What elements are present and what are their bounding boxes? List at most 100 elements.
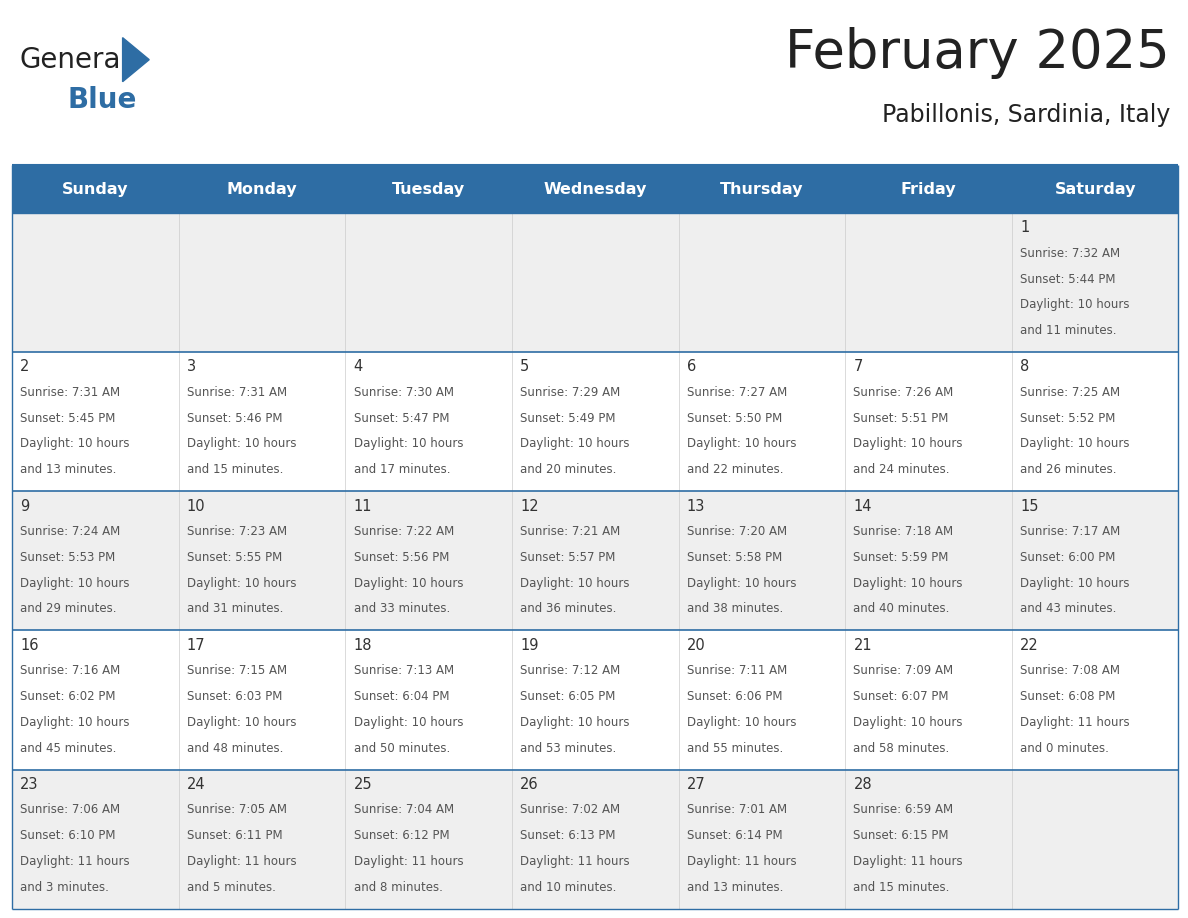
Text: Sunrise: 7:22 AM: Sunrise: 7:22 AM (354, 525, 454, 538)
Text: 25: 25 (354, 777, 372, 792)
Text: and 0 minutes.: and 0 minutes. (1020, 742, 1110, 755)
Text: Sunrise: 7:31 AM: Sunrise: 7:31 AM (20, 386, 120, 399)
Text: and 36 minutes.: and 36 minutes. (520, 602, 617, 615)
Text: Sunrise: 7:21 AM: Sunrise: 7:21 AM (520, 525, 620, 538)
Text: Sunrise: 7:17 AM: Sunrise: 7:17 AM (1020, 525, 1120, 538)
Text: Sunrise: 7:09 AM: Sunrise: 7:09 AM (853, 665, 954, 677)
Text: Sunset: 5:51 PM: Sunset: 5:51 PM (853, 411, 949, 425)
Text: Daylight: 10 hours: Daylight: 10 hours (853, 437, 963, 451)
Text: Sunset: 5:50 PM: Sunset: 5:50 PM (687, 411, 782, 425)
Text: Daylight: 10 hours: Daylight: 10 hours (1020, 437, 1130, 451)
Text: 19: 19 (520, 638, 538, 653)
Text: and 31 minutes.: and 31 minutes. (187, 602, 283, 615)
Text: 1: 1 (1020, 220, 1030, 235)
Text: Daylight: 10 hours: Daylight: 10 hours (853, 716, 963, 729)
Text: Sunrise: 7:24 AM: Sunrise: 7:24 AM (20, 525, 120, 538)
Text: Sunset: 6:06 PM: Sunset: 6:06 PM (687, 690, 783, 703)
Text: Sunrise: 7:20 AM: Sunrise: 7:20 AM (687, 525, 786, 538)
Bar (178, 165, 346, 213)
Text: Sunrise: 7:08 AM: Sunrise: 7:08 AM (1020, 665, 1120, 677)
Text: 12: 12 (520, 498, 539, 514)
Text: Sunrise: 7:02 AM: Sunrise: 7:02 AM (520, 803, 620, 816)
Text: Daylight: 10 hours: Daylight: 10 hours (853, 577, 963, 589)
Text: Daylight: 10 hours: Daylight: 10 hours (20, 577, 129, 589)
Text: 9: 9 (20, 498, 30, 514)
Text: and 10 minutes.: and 10 minutes. (520, 880, 617, 894)
Text: Daylight: 10 hours: Daylight: 10 hours (187, 577, 296, 589)
Text: Daylight: 11 hours: Daylight: 11 hours (354, 855, 463, 868)
Text: Daylight: 11 hours: Daylight: 11 hours (187, 855, 297, 868)
Text: February 2025: February 2025 (785, 27, 1170, 79)
Text: Sunday: Sunday (62, 182, 128, 196)
Text: Friday: Friday (901, 182, 956, 196)
Text: and 3 minutes.: and 3 minutes. (20, 880, 109, 894)
Text: Sunset: 5:44 PM: Sunset: 5:44 PM (1020, 273, 1116, 285)
Text: Sunset: 6:04 PM: Sunset: 6:04 PM (354, 690, 449, 703)
Text: Sunset: 6:02 PM: Sunset: 6:02 PM (20, 690, 115, 703)
Text: 23: 23 (20, 777, 39, 792)
Text: Sunset: 5:53 PM: Sunset: 5:53 PM (20, 551, 115, 564)
Text: Daylight: 11 hours: Daylight: 11 hours (853, 855, 963, 868)
Text: 15: 15 (1020, 498, 1038, 514)
Text: Sunset: 5:59 PM: Sunset: 5:59 PM (853, 551, 949, 564)
Bar (12, 631, 1178, 769)
Text: and 29 minutes.: and 29 minutes. (20, 602, 116, 615)
Text: and 55 minutes.: and 55 minutes. (687, 742, 783, 755)
Text: 17: 17 (187, 638, 206, 653)
Text: Daylight: 10 hours: Daylight: 10 hours (354, 716, 463, 729)
Text: Sunset: 6:15 PM: Sunset: 6:15 PM (853, 829, 949, 842)
Text: and 22 minutes.: and 22 minutes. (687, 464, 783, 476)
Text: 22: 22 (1020, 638, 1038, 653)
Text: Daylight: 10 hours: Daylight: 10 hours (20, 716, 129, 729)
Text: and 45 minutes.: and 45 minutes. (20, 742, 116, 755)
Text: and 13 minutes.: and 13 minutes. (20, 464, 116, 476)
Bar (12, 165, 178, 213)
Text: and 58 minutes.: and 58 minutes. (853, 742, 949, 755)
Bar (346, 165, 512, 213)
Text: Sunrise: 7:32 AM: Sunrise: 7:32 AM (1020, 247, 1120, 260)
Text: Daylight: 11 hours: Daylight: 11 hours (520, 855, 630, 868)
Text: and 33 minutes.: and 33 minutes. (354, 602, 450, 615)
Bar (845, 165, 1012, 213)
Text: and 8 minutes.: and 8 minutes. (354, 880, 442, 894)
Text: Sunrise: 7:15 AM: Sunrise: 7:15 AM (187, 665, 287, 677)
Text: 2: 2 (20, 360, 30, 375)
Text: and 15 minutes.: and 15 minutes. (853, 880, 950, 894)
Text: 24: 24 (187, 777, 206, 792)
Text: 8: 8 (1020, 360, 1030, 375)
Text: and 13 minutes.: and 13 minutes. (687, 880, 783, 894)
Text: Daylight: 10 hours: Daylight: 10 hours (354, 577, 463, 589)
Text: Sunset: 5:52 PM: Sunset: 5:52 PM (1020, 411, 1116, 425)
Text: Daylight: 10 hours: Daylight: 10 hours (187, 437, 296, 451)
Bar (12, 353, 1178, 491)
Text: 11: 11 (354, 498, 372, 514)
Text: Sunset: 6:12 PM: Sunset: 6:12 PM (354, 829, 449, 842)
Text: Daylight: 10 hours: Daylight: 10 hours (687, 577, 796, 589)
Text: Sunrise: 7:06 AM: Sunrise: 7:06 AM (20, 803, 120, 816)
Text: Sunrise: 7:31 AM: Sunrise: 7:31 AM (187, 386, 287, 399)
Text: Sunrise: 7:01 AM: Sunrise: 7:01 AM (687, 803, 786, 816)
Text: Sunrise: 7:11 AM: Sunrise: 7:11 AM (687, 665, 788, 677)
Polygon shape (122, 38, 150, 82)
Text: Sunset: 5:49 PM: Sunset: 5:49 PM (520, 411, 615, 425)
Text: 5: 5 (520, 360, 530, 375)
Text: Sunset: 5:55 PM: Sunset: 5:55 PM (187, 551, 282, 564)
Text: 4: 4 (354, 360, 362, 375)
Text: Sunrise: 7:05 AM: Sunrise: 7:05 AM (187, 803, 286, 816)
Text: Sunset: 5:46 PM: Sunset: 5:46 PM (187, 411, 283, 425)
Text: Daylight: 10 hours: Daylight: 10 hours (520, 437, 630, 451)
Text: Daylight: 10 hours: Daylight: 10 hours (520, 577, 630, 589)
Bar (12, 769, 1178, 909)
Text: Daylight: 10 hours: Daylight: 10 hours (1020, 298, 1130, 311)
Text: Sunrise: 7:12 AM: Sunrise: 7:12 AM (520, 665, 620, 677)
Bar (12, 213, 1178, 353)
Text: 6: 6 (687, 360, 696, 375)
Text: and 5 minutes.: and 5 minutes. (187, 880, 276, 894)
Text: and 50 minutes.: and 50 minutes. (354, 742, 450, 755)
Text: Sunrise: 7:30 AM: Sunrise: 7:30 AM (354, 386, 454, 399)
Text: Sunrise: 7:26 AM: Sunrise: 7:26 AM (853, 386, 954, 399)
Text: 28: 28 (853, 777, 872, 792)
Text: Sunset: 6:05 PM: Sunset: 6:05 PM (520, 690, 615, 703)
Text: Daylight: 10 hours: Daylight: 10 hours (187, 716, 296, 729)
Text: and 15 minutes.: and 15 minutes. (187, 464, 283, 476)
